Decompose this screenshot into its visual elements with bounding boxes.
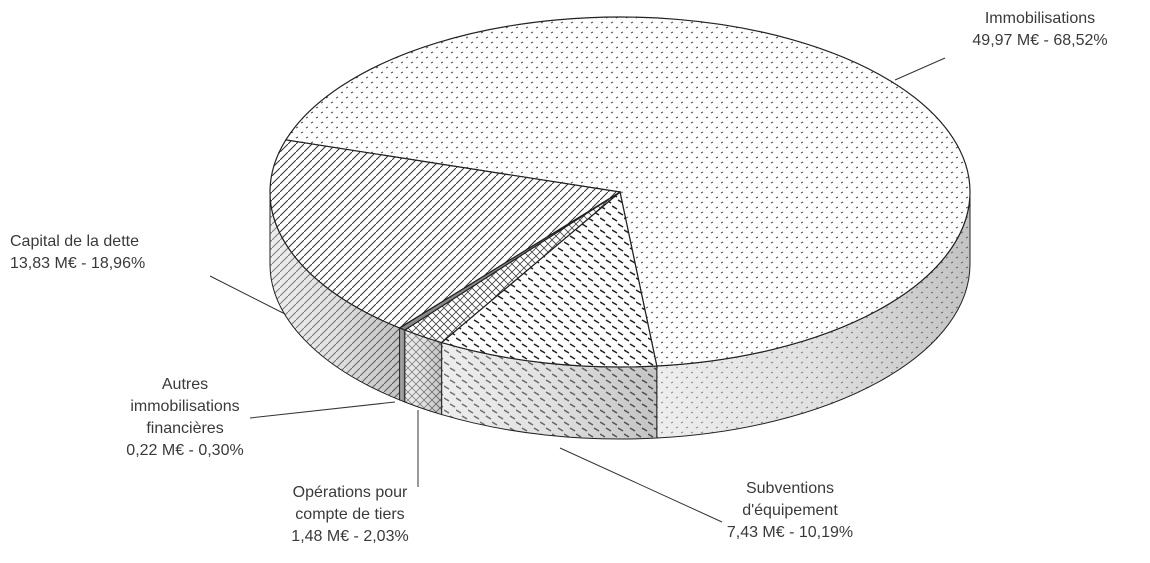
slice <box>269 139 622 329</box>
slice-label: Opérations pour compte de tiers 1,48 M€ -… <box>265 482 435 548</box>
slice <box>284 16 971 367</box>
pie-tops <box>269 16 971 368</box>
slice-value: 1,48 M€ - 2,03% <box>291 528 409 545</box>
slice-label: Subventions d'équipement 7,43 M€ - 10,19% <box>705 478 875 544</box>
slice-side <box>404 329 443 416</box>
slice-value: 7,43 M€ - 10,19% <box>726 524 854 541</box>
slice-value: 0,22 M€ - 0,30% <box>126 442 244 459</box>
slice <box>440 190 658 368</box>
leader-line <box>209 275 286 315</box>
pie-sides <box>269 191 971 440</box>
slice-value: 13,83 M€ - 18,96% <box>10 255 146 272</box>
slice-category: Subventions d'équipement <box>742 480 838 519</box>
slice-value: 49,97 M€ - 68,52% <box>972 32 1108 49</box>
leader-line <box>894 57 946 81</box>
leader-line <box>559 447 723 523</box>
slice-side <box>399 327 406 403</box>
slice-label: Autres immobilisations financières 0,22 M… <box>110 374 260 462</box>
leader-line <box>249 401 396 419</box>
leader-lines <box>209 57 946 523</box>
slice-category: Capital de la dette <box>10 233 139 250</box>
slice-label: Immobilisations 49,97 M€ - 68,52% <box>940 8 1140 52</box>
slice-category: Immobilisations <box>984 10 1096 27</box>
slice-label: Capital de la dette 13,83 M€ - 18,96% <box>10 231 240 275</box>
slice-category: Autres immobilisations financières <box>130 376 240 437</box>
slice-category: Opérations pour compte de tiers <box>292 484 408 523</box>
